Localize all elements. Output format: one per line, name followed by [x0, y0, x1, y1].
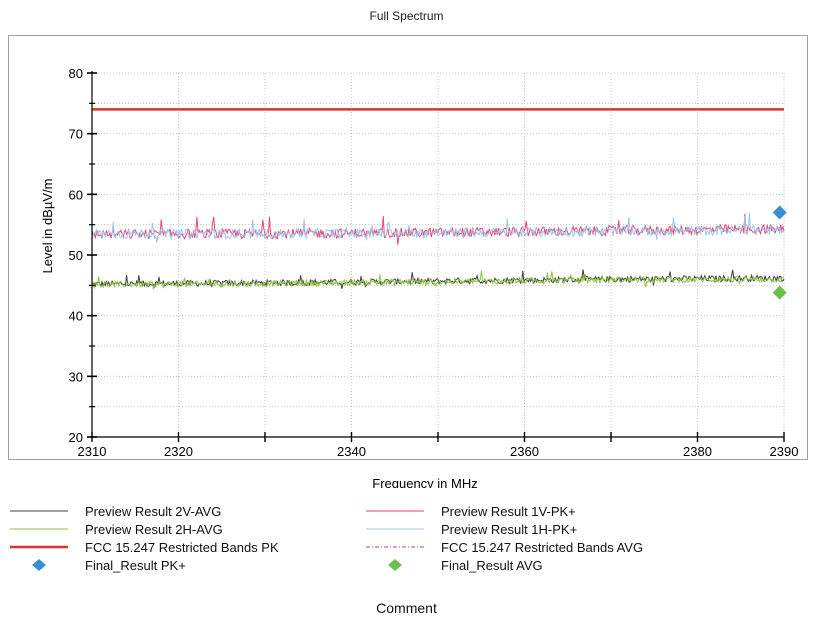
y-tick-label: 20	[69, 430, 83, 445]
legend-swatch	[10, 528, 68, 530]
legend-item: Preview Result 1H-PK+	[366, 520, 577, 538]
x-tick-label: 2320	[164, 444, 193, 459]
legend-swatch	[10, 510, 68, 512]
x-tick-label: 2390	[770, 444, 799, 459]
legend-item: Preview Result 2V-AVG	[10, 502, 221, 520]
series-line-1	[91, 270, 785, 290]
legend-swatch	[32, 559, 46, 571]
legend-item: Final_Result AVG	[366, 556, 543, 574]
x-tick-label: 2340	[337, 444, 366, 459]
legend-label: Preview Result 1H-PK+	[441, 521, 578, 537]
x-tick-label: 2310	[78, 444, 107, 459]
x-tick-label: 2380	[683, 444, 712, 459]
legend-label: Preview Result 1V-PK+	[441, 503, 576, 519]
x-tick-label: 2360	[510, 444, 539, 459]
legend-label: Final_Result AVG	[441, 557, 543, 573]
legend-item: Final_Result PK+	[10, 556, 186, 574]
series-line-0	[91, 269, 785, 289]
y-tick-label: 60	[69, 187, 83, 202]
y-tick-label: 40	[69, 309, 83, 324]
grid-lines	[92, 72, 785, 437]
x-axis-label: Frequency in MHz	[372, 476, 478, 488]
legend-label: Preview Result 2H-AVG	[85, 521, 223, 537]
legend-diamond-icon	[32, 559, 46, 571]
legend-label: Final_Result PK+	[85, 557, 186, 573]
legend-swatch	[366, 528, 424, 530]
legend-item: Preview Result 1V-PK+	[366, 502, 576, 520]
comment-label: Comment	[376, 600, 437, 616]
legend-swatch	[366, 510, 424, 512]
legend-swatch	[10, 545, 68, 549]
legend-swatch	[388, 559, 402, 571]
chart-frame: 20 30 40 50 60 70 80 2310 2320 2340 2360 2380 2390 L…	[8, 35, 808, 460]
plot-area: 20 30 40 50 60 70 80 2310 2320 2340 2360 2380 2390 L…	[40, 66, 799, 459]
legend-label: Preview Result 2V-AVG	[85, 503, 222, 519]
legend-item: FCC 15.247 Restricted Bands PK	[10, 538, 279, 556]
series-layer	[91, 108, 787, 300]
y-tick-label: 50	[69, 248, 83, 263]
final-result-point-6	[772, 205, 787, 220]
y-tick-label: 30	[69, 369, 83, 384]
final-result-point-7	[772, 285, 787, 300]
legend-diamond-icon	[388, 559, 402, 571]
legend-label: FCC 15.247 Restricted Bands AVG	[441, 539, 644, 555]
y-tick-label: 70	[69, 127, 83, 142]
tick-labels: 20 30 40 50 60 70 80 2310 2320 2340 2360 2380 2390	[69, 66, 799, 459]
y-axis-label: Level in dBµV/m	[40, 179, 55, 274]
chart-title: Full Spectrum	[369, 9, 444, 23]
legend-item: FCC 15.247 Restricted Bands AVG	[366, 538, 643, 556]
series-line-3	[91, 213, 785, 243]
legend-label: FCC 15.247 Restricted Bands PK	[85, 539, 279, 555]
legend-item: Preview Result 2H-AVG	[10, 520, 223, 538]
axes	[87, 71, 785, 442]
legend-swatch	[366, 546, 424, 548]
legend: Preview Result 2V-AVG Preview Result 1V-P…	[0, 502, 813, 582]
series-line-2	[91, 213, 785, 245]
y-tick-label: 80	[69, 66, 83, 81]
